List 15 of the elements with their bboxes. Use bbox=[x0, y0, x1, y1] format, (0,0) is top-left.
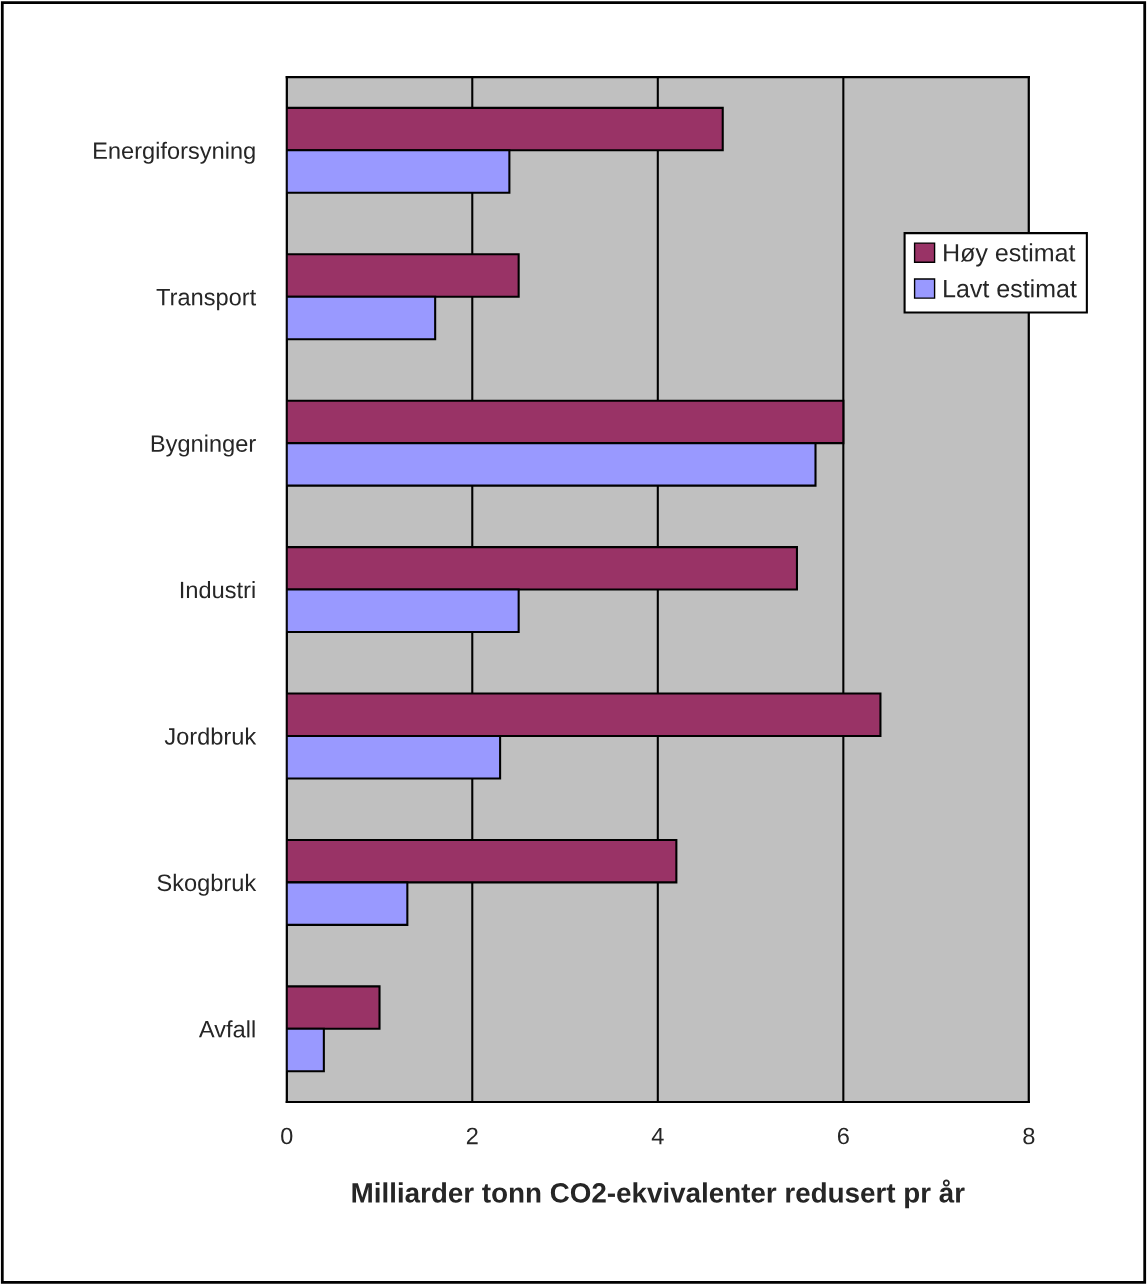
x-axis-title: Milliarder tonn CO2-ekvivalenter redusert pr år bbox=[352, 1179, 965, 1209]
y-tick-label: Skogbruk bbox=[157, 873, 257, 896]
y-tick-label: Energiforsyning bbox=[94, 141, 255, 164]
y-tick-label: Jordbruk bbox=[164, 727, 257, 745]
y-tick-label: Avfall bbox=[198, 1020, 255, 1038]
x-tick-label: 6 bbox=[837, 1127, 849, 1145]
x-tick-label: 0 bbox=[281, 1127, 293, 1145]
x-tick-label: 4 bbox=[651, 1127, 664, 1145]
legend-label: Lavt estimat bbox=[944, 279, 1077, 298]
y-tick-label: Transport bbox=[156, 289, 257, 311]
x-tick-label: 8 bbox=[1023, 1127, 1035, 1145]
legend-label: Høy estimat bbox=[944, 243, 1076, 267]
x-tick-label: 2 bbox=[466, 1127, 478, 1145]
y-tick-label: Industri bbox=[180, 581, 255, 599]
y-tick-label: Bygninger bbox=[151, 434, 256, 457]
